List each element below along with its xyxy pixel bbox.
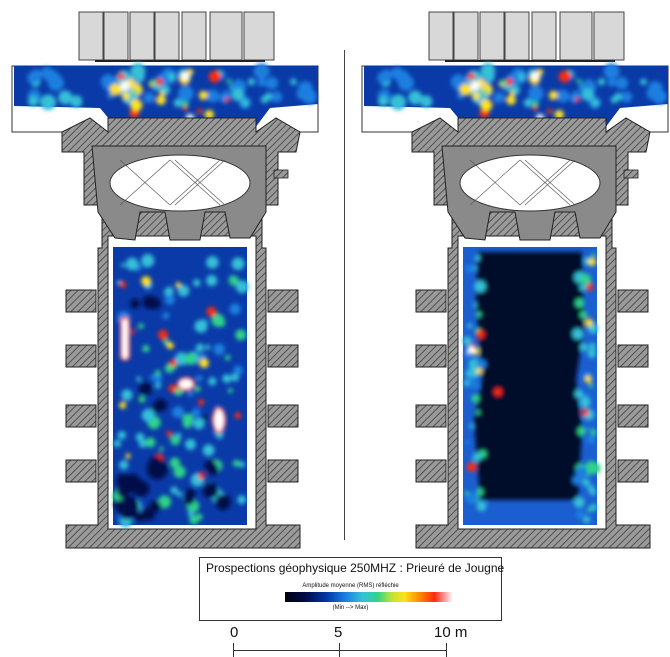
scale-label-10: 10 m <box>434 624 468 641</box>
top-radar-strip <box>14 63 318 132</box>
left-plan-drawing <box>11 11 319 549</box>
scale-tick <box>446 643 447 657</box>
right-plan-drawing <box>361 11 669 549</box>
scale-tick <box>233 643 234 657</box>
legend-title: Prospections géophysique 250MHZ : Prieur… <box>206 561 505 575</box>
scale-label-5: 5 <box>334 624 343 641</box>
left-floor-plan <box>0 0 330 560</box>
amplitude-colorbar <box>285 592 453 602</box>
scale-label-0: 0 <box>230 624 239 641</box>
top-boxes <box>428 11 625 61</box>
nave-radar-map <box>462 247 601 525</box>
top-radar-strip <box>364 63 668 132</box>
legend: Prospections géophysique 250MHZ : Prieur… <box>199 557 505 621</box>
panel-divider <box>344 50 345 540</box>
nave-radar-map <box>112 247 249 528</box>
legend-subtitle: Amplitude moyenne (RMS) réfléchie <box>302 583 399 589</box>
scale-tick <box>339 643 340 657</box>
right-floor-plan <box>350 0 670 560</box>
scale-bar: 0 5 10 m <box>226 624 496 657</box>
top-boxes <box>78 11 275 61</box>
legend-range: (Min --> Max) <box>332 605 369 611</box>
